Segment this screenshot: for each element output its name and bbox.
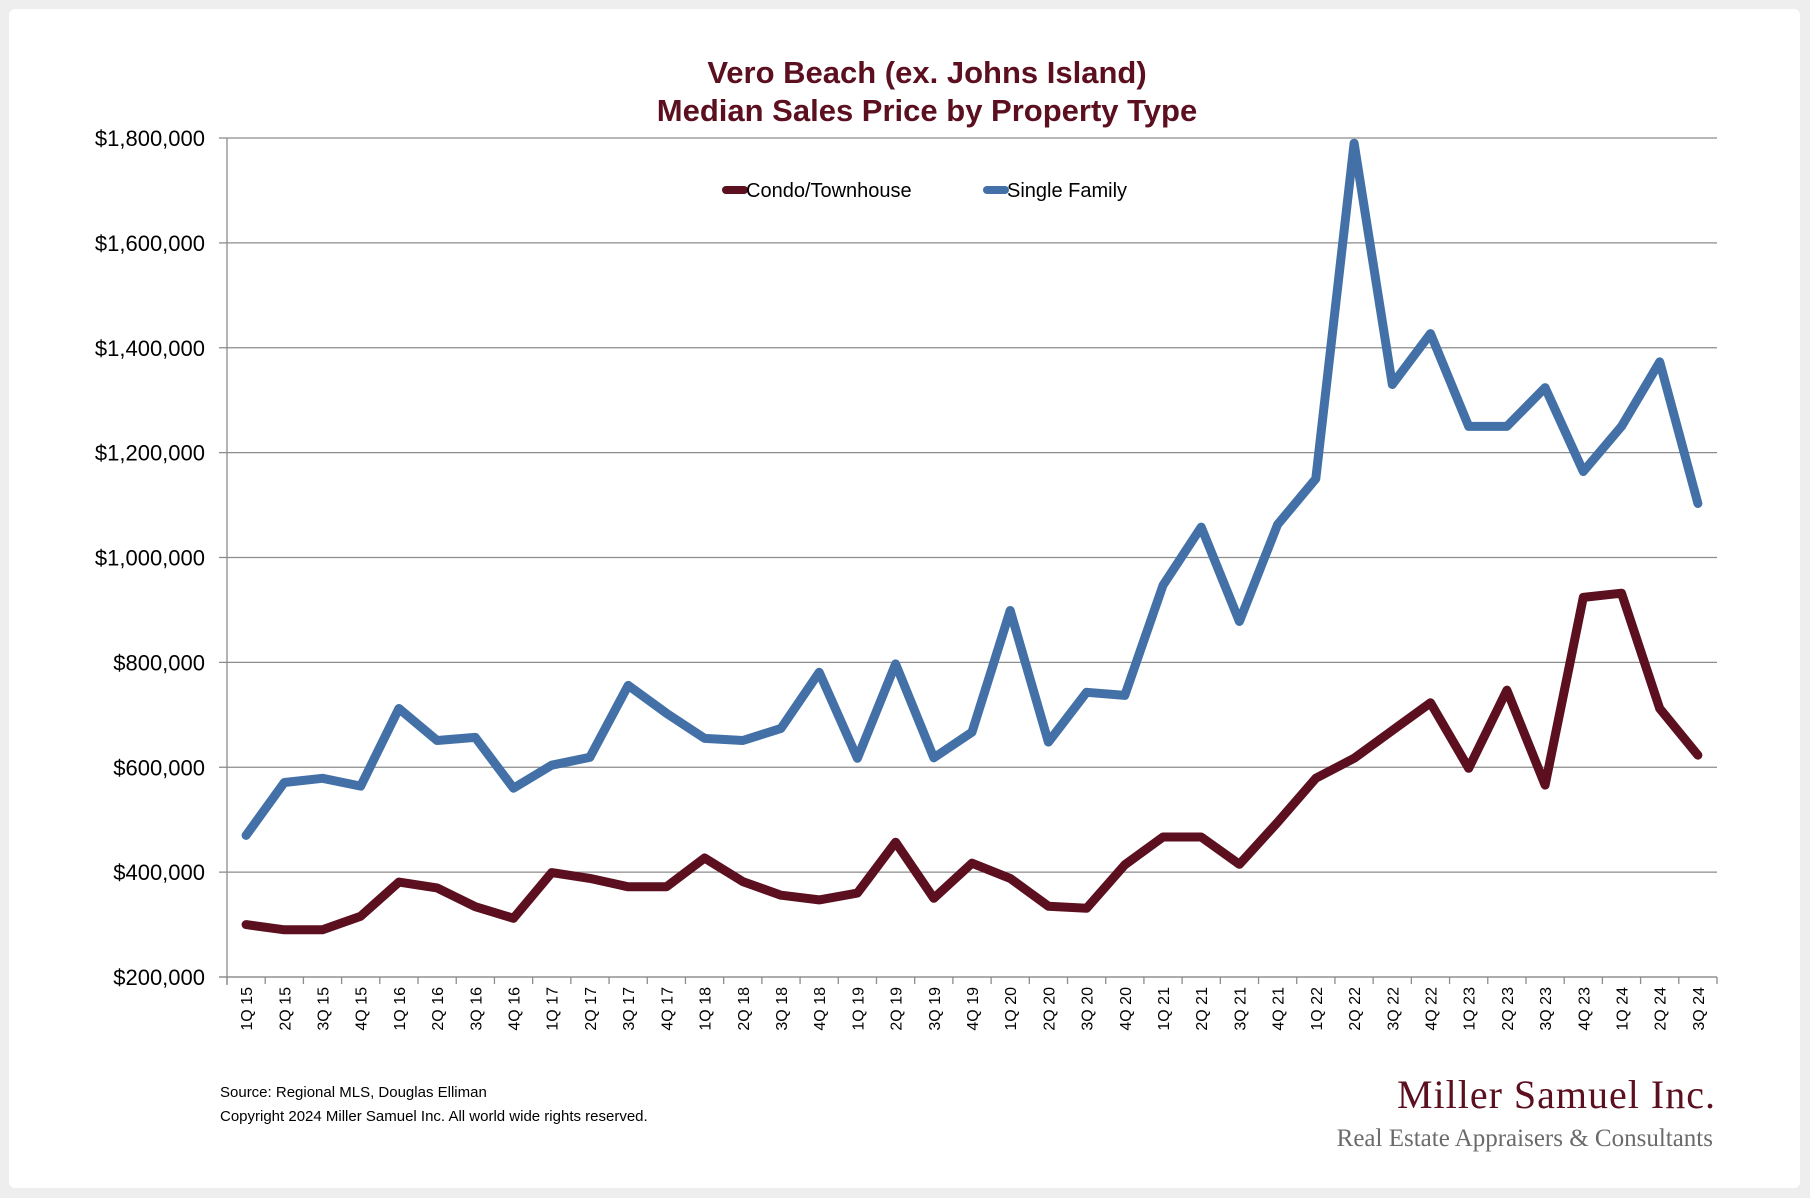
copyright-note: Copyright 2024 Miller Samuel Inc. All wo… (220, 1108, 648, 1125)
series-lines (241, 138, 1703, 935)
x-tick-label: 2Q 23 (1500, 987, 1517, 1031)
x-tick-label: 2Q 16 (430, 987, 447, 1031)
x-tick-label: 2Q 20 (1041, 987, 1058, 1031)
x-tick-label: 1Q 24 (1614, 987, 1631, 1031)
legend-label-single-family: Single Family (1007, 180, 1127, 202)
x-tick-label: 1Q 17 (545, 987, 562, 1031)
y-tick-label: $1,400,000 (95, 336, 205, 361)
source-note: Source: Regional MLS, Douglas Elliman (220, 1084, 487, 1101)
y-tick-label: $1,000,000 (95, 546, 205, 571)
x-tick-label: 3Q 22 (1385, 987, 1402, 1031)
chart-card (9, 9, 1800, 1188)
logo-name: Miller Samuel Inc. (1397, 1072, 1716, 1117)
x-tick-label: 2Q 17 (583, 987, 600, 1031)
x-tick-label: 1Q 16 (392, 987, 409, 1031)
x-tick-label: 3Q 20 (1080, 987, 1097, 1031)
x-tick-label: 2Q 21 (1194, 987, 1211, 1031)
x-tick-label: 4Q 16 (507, 987, 524, 1031)
x-tick-label: 3Q 15 (316, 987, 333, 1031)
x-tick-label: 1Q 20 (1003, 987, 1020, 1031)
x-tick-label: 2Q 24 (1653, 987, 1670, 1031)
x-tick-label: 4Q 20 (1118, 987, 1135, 1031)
y-tick-label: $1,200,000 (95, 441, 205, 466)
x-tick-label: 2Q 19 (889, 987, 906, 1031)
x-tick-label: 3Q 16 (468, 987, 485, 1031)
x-tick-label: 3Q 21 (1232, 987, 1249, 1031)
legend-item-single-family[interactable]: Single Family (983, 180, 1127, 202)
x-tick-label: 2Q 15 (277, 987, 294, 1031)
y-tick-label: $200,000 (113, 965, 205, 990)
x-tick-label: 4Q 22 (1423, 987, 1440, 1031)
logo-tagline: Real Estate Appraisers & Consultants (1337, 1125, 1713, 1152)
chart-title-line-2: Median Sales Price by Property Type (657, 93, 1197, 128)
x-tick-label: 4Q 18 (812, 987, 829, 1031)
x-axis: 1Q 15 2Q 15 3Q 15 4Q 15 1Q 16 2Q 16 3Q 16 4Q 16… (219, 976, 1718, 1031)
x-tick-label: 1Q 21 (1156, 987, 1173, 1031)
x-tick-label: 3Q 24 (1691, 987, 1708, 1031)
x-tick-label: 1Q 23 (1462, 987, 1479, 1031)
company-logo: Miller Samuel Inc. Real Estate Appraiser… (1337, 1072, 1716, 1152)
y-axis: $200,000 $400,000 $600,000 $800,000 $1,000,0… (95, 126, 228, 990)
y-tick-label: $600,000 (113, 755, 205, 780)
x-tick-label: 4Q 15 (354, 987, 371, 1031)
x-tick-label: 3Q 18 (774, 987, 791, 1031)
x-tick-label: 4Q 21 (1271, 987, 1288, 1031)
x-tick-label: 2Q 18 (736, 987, 753, 1031)
chart-title-line-1: Vero Beach (ex. Johns Island) (707, 55, 1146, 90)
x-tick-label: 1Q 19 (850, 987, 867, 1031)
x-tick-label: 2Q 22 (1347, 987, 1364, 1031)
series-line-condo-townhouse (241, 588, 1703, 935)
legend-item-condo-townhouse[interactable]: Condo/Townhouse (722, 180, 912, 202)
x-tick-label: 1Q 18 (698, 987, 715, 1031)
legend-label-condo-townhouse: Condo/Townhouse (746, 180, 912, 202)
x-tick-label: 3Q 17 (621, 987, 638, 1031)
legend: Condo/Townhouse Single Family (722, 180, 1127, 202)
series-line-single-family (241, 138, 1703, 840)
y-tick-label: $800,000 (113, 650, 205, 675)
gridlines (227, 137, 1717, 978)
y-tick-label: $400,000 (113, 860, 205, 885)
x-tick-label: 4Q 23 (1576, 987, 1593, 1031)
x-tick-label: 4Q 19 (965, 987, 982, 1031)
x-tick-label: 3Q 23 (1538, 987, 1555, 1031)
x-tick-label: 1Q 22 (1309, 987, 1326, 1031)
x-tick-label: 3Q 19 (927, 987, 944, 1031)
x-tick-label: 4Q 17 (659, 987, 676, 1031)
y-tick-label: $1,800,000 (95, 126, 205, 151)
x-tick-label: 1Q 15 (239, 987, 256, 1031)
y-tick-label: $1,600,000 (95, 231, 205, 256)
